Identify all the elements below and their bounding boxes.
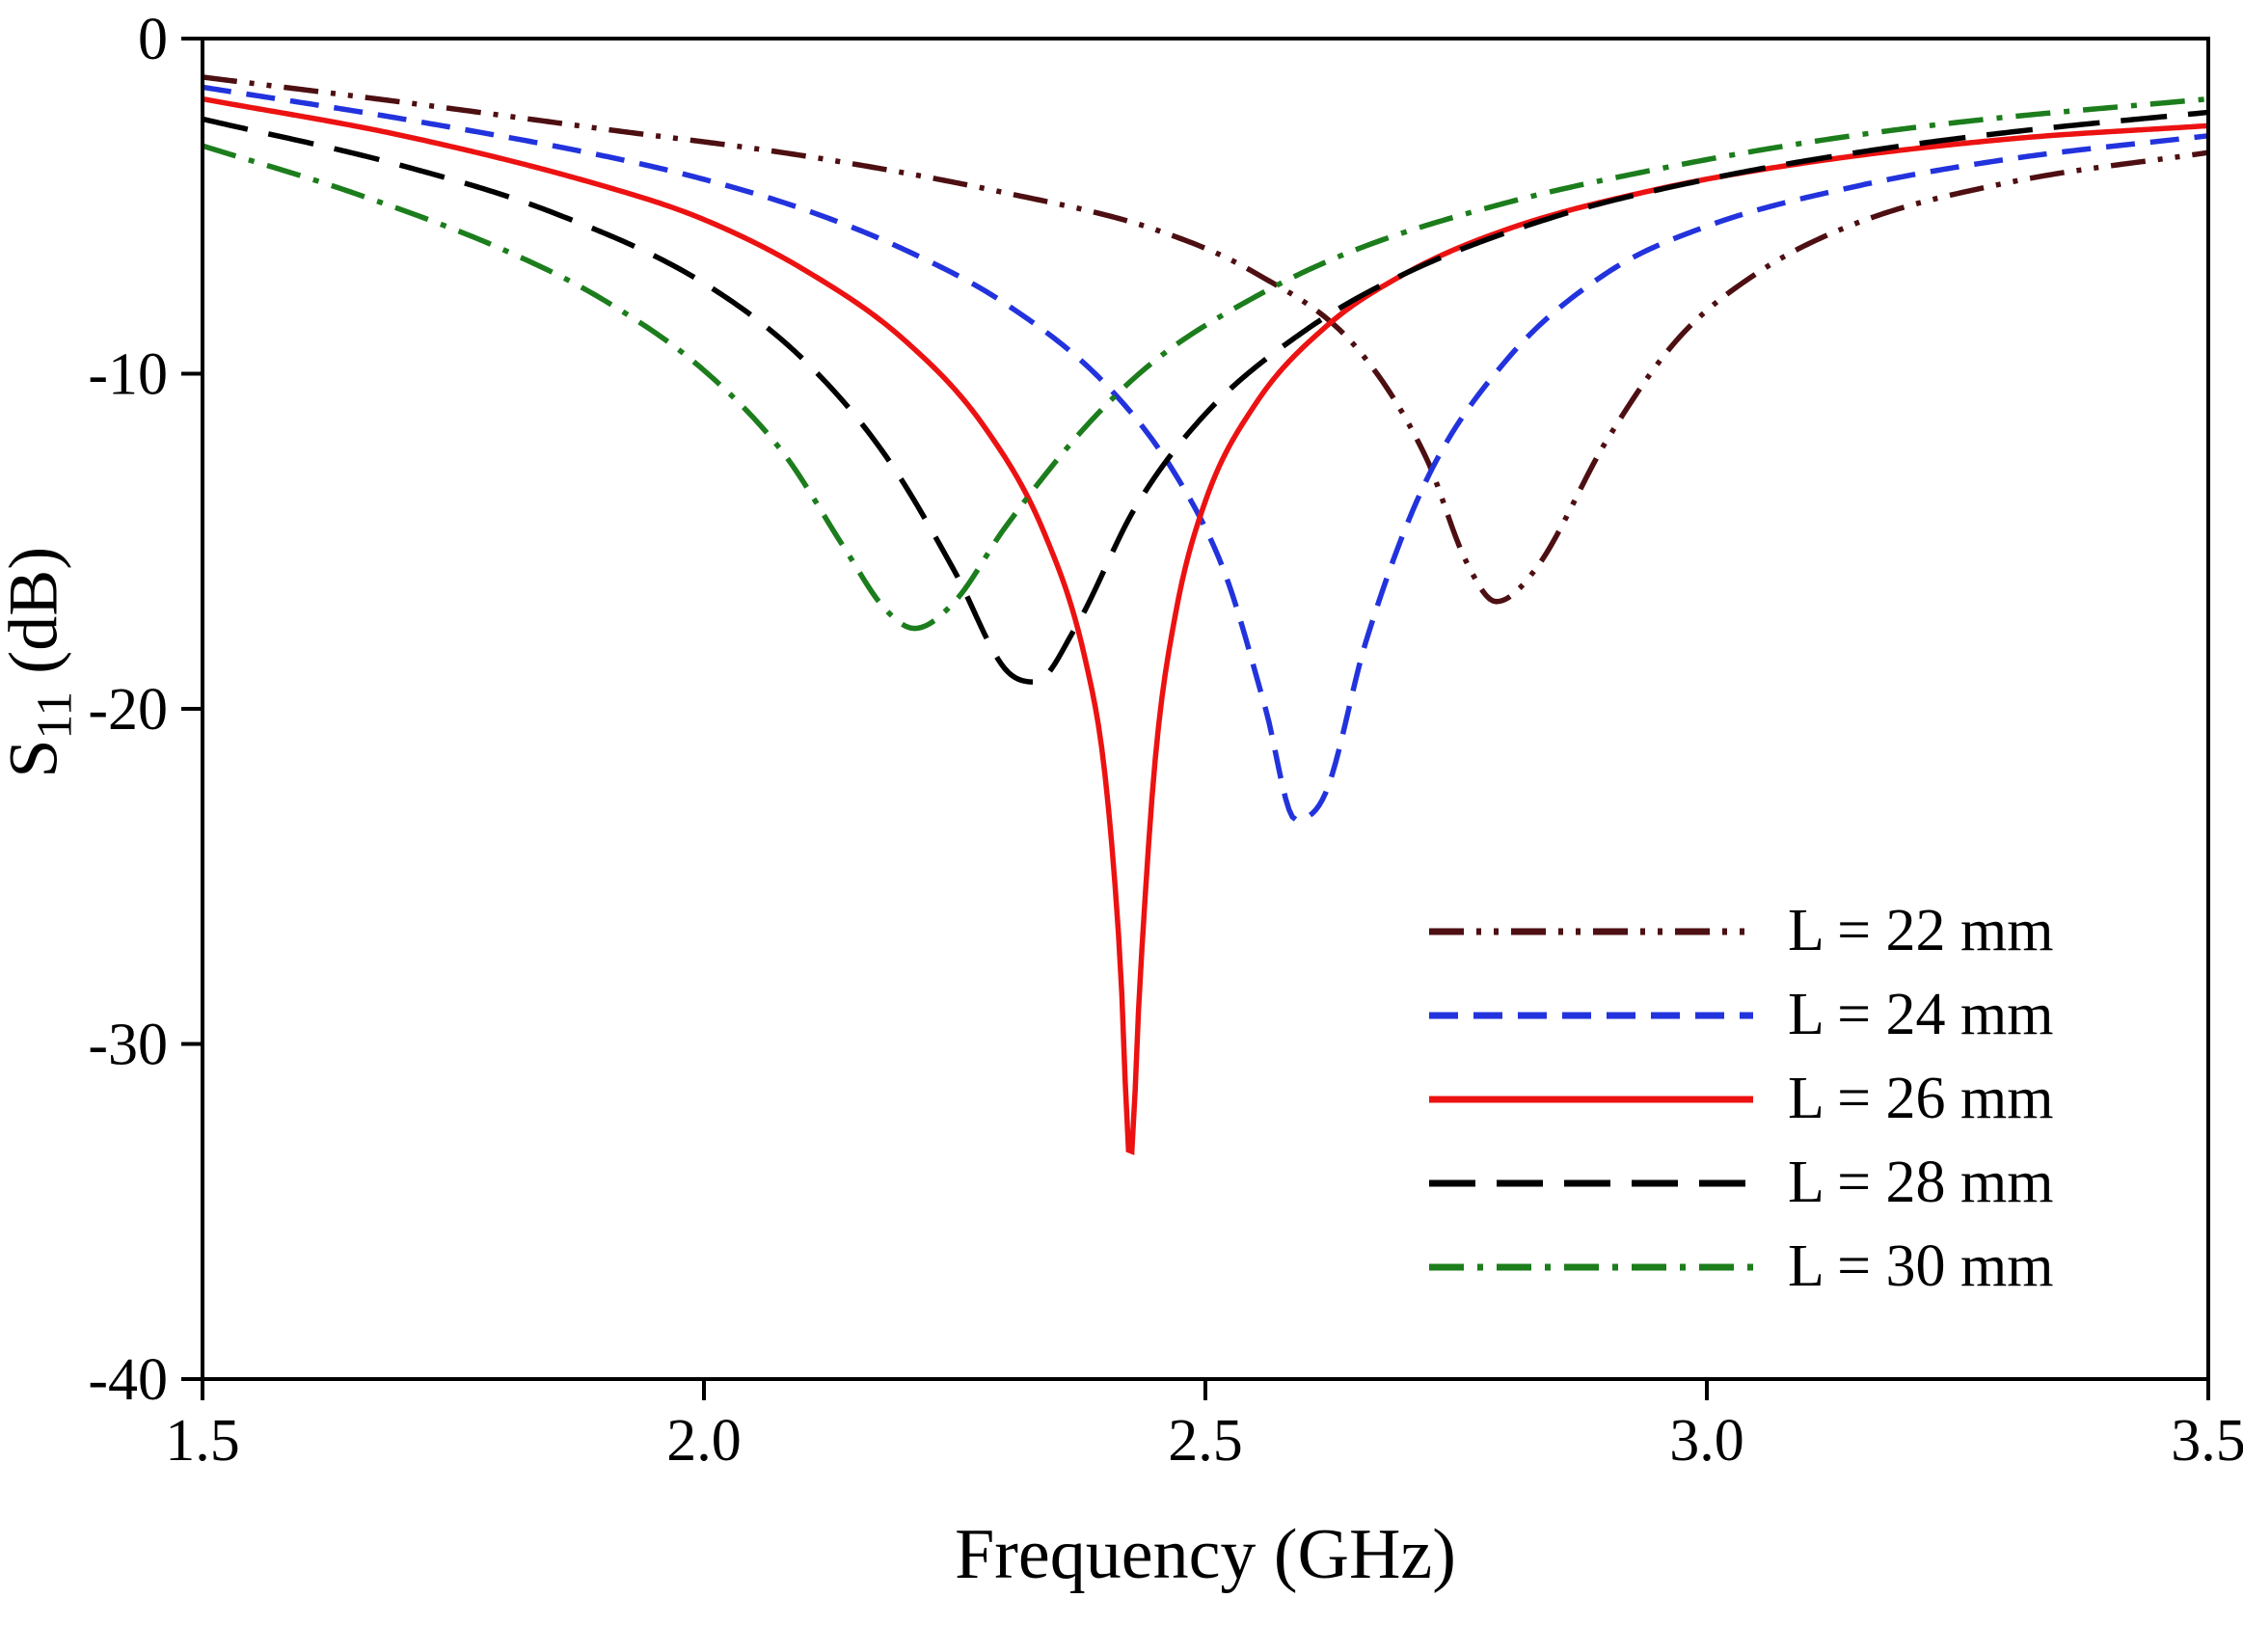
series-curve-2: [203, 95, 2208, 1155]
series-curve-4: [203, 95, 2208, 632]
legend-entry-l26: L = 26 mm: [1427, 1057, 2054, 1141]
legend-line-sample-l26: [1429, 1096, 1753, 1102]
x-tick-label: 2.0: [666, 1408, 742, 1474]
y-tick-label: -20: [88, 677, 168, 743]
x-tick-label: 3.0: [1669, 1408, 1744, 1474]
x-tick-label: 2.5: [1168, 1408, 1243, 1474]
legend-label-l28: L = 28 mm: [1788, 1150, 2054, 1215]
legend-entry-l22: L = 22 mm: [1427, 889, 2054, 973]
legend-line-sample-l24: [1429, 1012, 1753, 1018]
series-curve-1: [203, 84, 2208, 823]
series-curve-0: [203, 74, 2208, 605]
legend-entry-l24: L = 24 mm: [1427, 973, 2054, 1057]
legend-line-sample-l30: [1429, 1263, 1753, 1270]
series-curve-3: [203, 109, 2208, 685]
y-tick-label: -10: [88, 342, 168, 408]
x-tick-label: 1.5: [165, 1408, 240, 1474]
y-axis-label: S11 (dB): [0, 393, 84, 933]
legend-label-l26: L = 26 mm: [1788, 1066, 2054, 1131]
legend-entry-l30: L = 30 mm: [1427, 1225, 2054, 1309]
x-axis-label: Frequency (GHz): [955, 1515, 1456, 1594]
legend-label-l30: L = 30 mm: [1788, 1233, 2054, 1299]
y-tick-label: -30: [88, 1013, 168, 1078]
legend: L = 22 mm L = 24 mm L = 26 mm L = 28 mm …: [1427, 889, 2054, 1309]
y-tick-label: -40: [88, 1347, 168, 1413]
legend-label-l22: L = 22 mm: [1788, 898, 2054, 963]
axis-ticks: 1.5 2.0 2.5 3.0 3.5 0 -10 -20 -30 -40: [88, 7, 2243, 1474]
y-axis-label-base: S: [0, 739, 72, 778]
legend-line-sample-l22: [1429, 928, 1753, 934]
y-axis-label-subscript: 11: [27, 691, 83, 740]
y-tick-label: 0: [138, 7, 168, 72]
legend-label-l24: L = 24 mm: [1788, 982, 2054, 1047]
x-tick-label: 3.5: [2171, 1408, 2243, 1474]
legend-line-sample-l28: [1429, 1179, 1753, 1186]
series-curves: [203, 74, 2208, 1155]
y-axis-label-units: (dB): [0, 546, 72, 691]
legend-entry-l28: L = 28 mm: [1427, 1141, 2054, 1225]
